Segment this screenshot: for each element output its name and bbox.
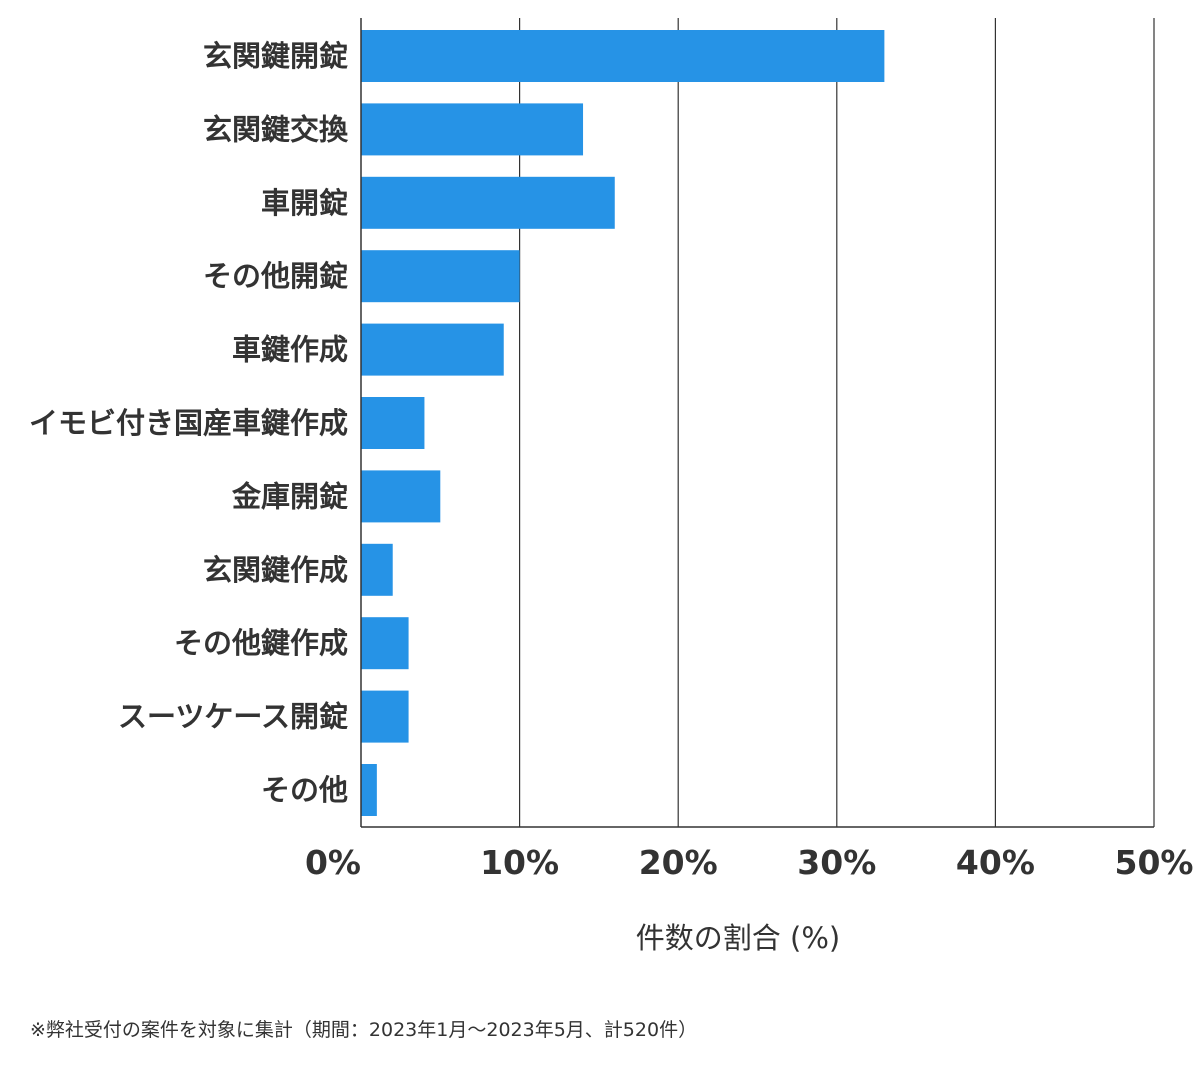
category-label: スーツケース開錠 — [118, 700, 348, 734]
x-axis-title: 件数の割合 (%) — [636, 921, 840, 955]
category-label: 玄関鍵開錠 — [203, 39, 348, 73]
category-label: 車鍵作成 — [232, 333, 348, 367]
bar — [361, 470, 441, 523]
x-tick-label: 20% — [639, 843, 718, 882]
bar — [361, 397, 425, 449]
category-label: 金庫開錠 — [231, 479, 348, 513]
x-tick-label: 40% — [956, 843, 1035, 882]
category-label: その他 — [261, 773, 348, 807]
bar — [361, 176, 615, 229]
footnote: ※弊社受付の案件を対象に集計（期間：2023年1月～2023年5月、計520件） — [30, 1019, 698, 1041]
bar — [361, 617, 409, 670]
bar — [361, 30, 885, 82]
x-tick-label: 10% — [480, 843, 559, 882]
category-label: 玄関鍵作成 — [203, 553, 348, 587]
bar — [361, 323, 504, 376]
x-tick-label: 30% — [797, 843, 876, 882]
bar — [361, 103, 584, 156]
x-tick-label: 0% — [305, 843, 361, 882]
category-label: 車開錠 — [261, 186, 348, 220]
bar — [361, 764, 377, 816]
category-label: イモビ付き国産車鍵作成 — [29, 406, 348, 440]
bars — [361, 30, 885, 816]
category-label: その他鍵作成 — [174, 626, 348, 660]
category-labels: 玄関鍵開錠玄関鍵交換車開錠その他開錠車鍵作成イモビ付き国産車鍵作成金庫開錠玄関鍵… — [29, 39, 349, 807]
x-tick-labels: 0% 10% 20% 30% 40% 50% — [305, 843, 1194, 882]
bar — [361, 690, 409, 743]
grid-lines — [518, 18, 1155, 827]
category-label: その他開錠 — [203, 259, 348, 293]
x-tick-label: 50% — [1115, 843, 1194, 882]
bar — [361, 543, 393, 596]
bar — [361, 250, 520, 303]
category-label: 玄関鍵交換 — [203, 112, 349, 146]
